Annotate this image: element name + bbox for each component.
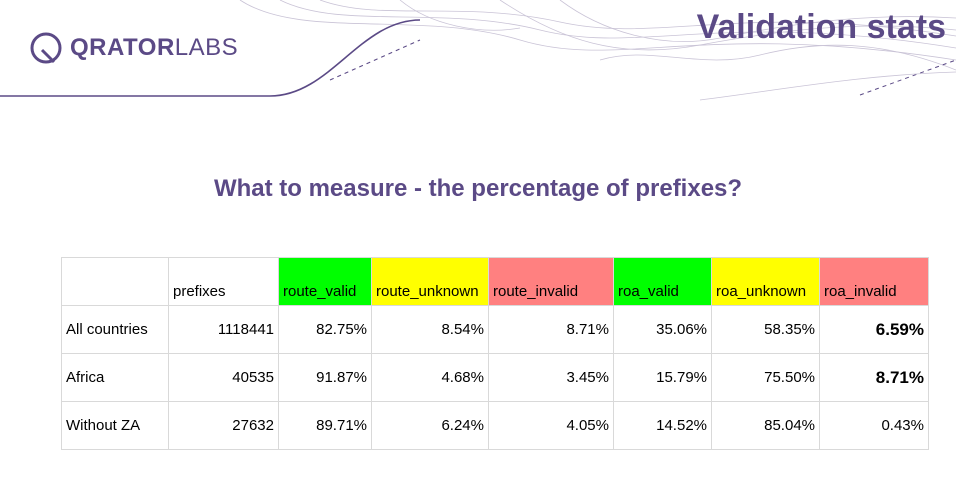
header-cell-prefixes: prefixes xyxy=(168,257,279,306)
cell-prefixes: 40535 xyxy=(168,353,279,402)
qrator-logo: QRATORLABS xyxy=(28,28,238,68)
validation-stats-table: prefixes route_valid route_unknown route… xyxy=(61,257,929,450)
cell-route-invalid: 3.45% xyxy=(488,353,614,402)
cell-roa-valid: 14.52% xyxy=(613,401,712,450)
qrator-logo-icon xyxy=(30,32,62,64)
logo-text-light: LABS xyxy=(174,34,239,61)
header-cell-roa-valid: roa_valid xyxy=(613,257,712,306)
cell-route-unknown: 4.68% xyxy=(371,353,489,402)
cell-route-valid: 89.71% xyxy=(278,401,372,450)
header-cell-empty xyxy=(61,257,169,306)
cell-roa-valid: 15.79% xyxy=(613,353,712,402)
cell-route-unknown: 6.24% xyxy=(371,401,489,450)
cell-route-invalid: 8.71% xyxy=(488,305,614,354)
table-row: Without ZA 27632 89.71% 6.24% 4.05% 14.5… xyxy=(61,401,929,450)
cell-roa-valid: 35.06% xyxy=(613,305,712,354)
header-decoration xyxy=(0,0,956,101)
row-label: Without ZA xyxy=(61,401,169,450)
row-label: Africa xyxy=(61,353,169,402)
table-row: Africa 40535 91.87% 4.68% 3.45% 15.79% 7… xyxy=(61,353,929,402)
table-row: All countries 1118441 82.75% 8.54% 8.71%… xyxy=(61,305,929,354)
header-cell-roa-unknown: roa_unknown xyxy=(711,257,820,306)
cell-route-unknown: 8.54% xyxy=(371,305,489,354)
row-label: All countries xyxy=(61,305,169,354)
cell-roa-invalid: 8.71% xyxy=(819,353,929,402)
header-cell-route-invalid: route_invalid xyxy=(488,257,614,306)
header-cell-route-valid: route_valid xyxy=(278,257,372,306)
cell-roa-unknown: 75.50% xyxy=(711,353,820,402)
cell-roa-unknown: 58.35% xyxy=(711,305,820,354)
cell-roa-invalid: 6.59% xyxy=(819,305,929,354)
cell-roa-unknown: 85.04% xyxy=(711,401,820,450)
cell-route-invalid: 4.05% xyxy=(488,401,614,450)
slide-title: Validation stats xyxy=(696,8,946,46)
cell-roa-invalid: 0.43% xyxy=(819,401,929,450)
slide-subtitle: What to measure - the percentage of pref… xyxy=(213,175,743,202)
cell-route-valid: 91.87% xyxy=(278,353,372,402)
header-cell-route-unknown: route_unknown xyxy=(371,257,489,306)
table-header-row: prefixes route_valid route_unknown route… xyxy=(61,257,929,306)
cell-route-valid: 82.75% xyxy=(278,305,372,354)
header-cell-roa-invalid: roa_invalid xyxy=(819,257,929,306)
logo-text-bold: QRATOR xyxy=(70,34,175,61)
cell-prefixes: 27632 xyxy=(168,401,279,450)
cell-prefixes: 1118441 xyxy=(168,305,279,354)
logo-text: QRATORLABS xyxy=(70,34,238,62)
